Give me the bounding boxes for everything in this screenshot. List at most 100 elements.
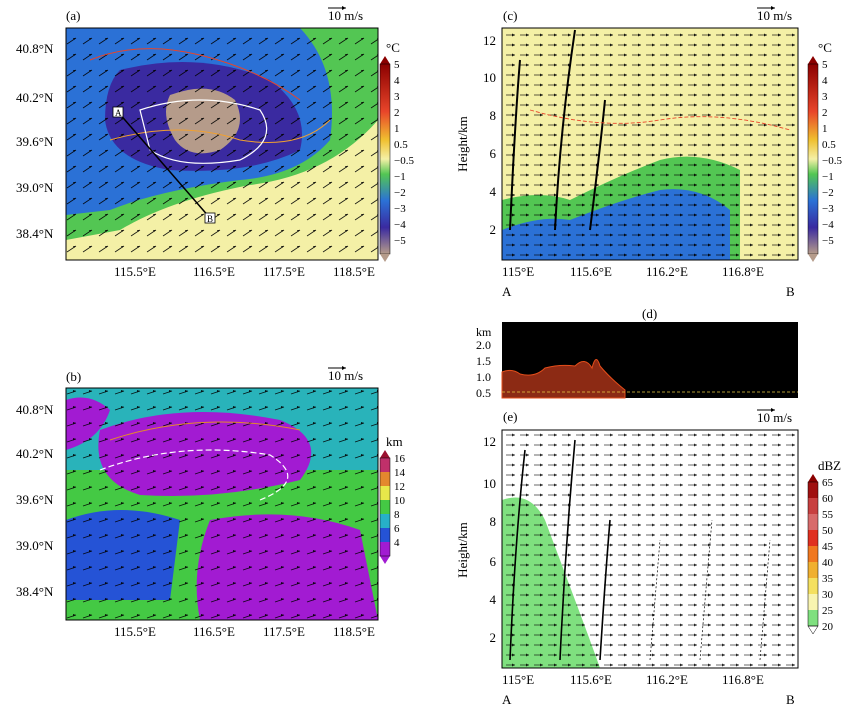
panel-c-y-tick: 10 [483,70,496,85]
panel-c-cbar-label: 4 [822,75,828,87]
panel-e-lon-tick: 115°E [502,672,534,687]
panel-c-end-b: B [786,284,795,299]
panel-a-cbar-labels: 5 4 3 2 1 0.5 −0.5 −1 −2 −3 −4 −5 [394,59,414,247]
panel-a-label: (a) [66,8,80,23]
panel-b-lat-tick: 40.8°N [16,402,54,417]
panel-e-colorbar: dBZ 65 60 55 50 45 40 35 30 25 [807,458,841,635]
panel-a-cbar-label: −5 [394,235,406,247]
panel-a-cbar-label: 4 [394,75,400,87]
panel-a-lat-tick: 40.2°N [16,90,54,105]
panel-b: (b) 10 m/s 40.8°N 40.2°N 39.6°N 39.0°N 3… [16,366,406,639]
panel-e-cbar-label: 55 [822,509,834,521]
panel-b-lat-tick: 39.0°N [16,538,54,553]
panel-b-wind-vectors [66,388,378,620]
panel-c-y-tick: 12 [483,33,496,48]
panel-c-y-tick: 8 [490,108,497,123]
panel-c-y-title: Height/km [455,116,470,172]
panel-b-white-contour [99,449,289,501]
panel-b-lat-ticks: 40.8°N 40.2°N 39.6°N 39.0°N 38.4°N [16,402,54,599]
panel-c-wind-ref-text: 10 m/s [757,8,792,23]
panel-e-y-ticks: 12 10 8 6 4 2 [483,434,497,645]
panel-e-y-tick: 6 [490,554,497,569]
panel-b-lon-tick: 117.5°E [263,624,305,639]
panel-a-orange-contour [109,119,331,143]
panel-a-lon-tick: 116.5°E [193,264,235,279]
panel-c-cbar-label: 2 [822,107,828,119]
panel-a-cbar-label: −2 [394,187,406,199]
panel-e-wind-reference: 10 m/s [757,408,792,425]
panel-a-point-b-box [204,212,216,224]
panel-c-lon-ticks: 115°E 115.6°E 116.2°E 116.8°E [502,264,764,279]
panel-b-wind-reference: 10 m/s [328,366,363,383]
panel-d-y-tick: 1.5 [476,354,491,368]
panel-a-cbar-label: −1 [394,171,406,183]
panel-b-cbar-label: 12 [394,481,405,493]
panel-c-y-tick: 6 [490,146,497,161]
panel-e-cbar-label: 50 [822,525,834,537]
panel-c-cbar-labels: 5 4 3 2 1 0.5 −0.5 −1 −2 −3 −4 −5 [822,59,842,247]
panel-a-cbar-label: −0.5 [394,155,414,167]
panel-c-label: (c) [503,8,517,23]
panel-b-cbar-label: 8 [394,509,400,521]
panel-e-cbar-label: 40 [822,557,834,569]
panel-b-orange-contour [109,421,301,441]
panel-c-cbar-unit: °C [818,40,832,55]
panel-c-y-ticks: 12 10 8 6 4 2 [483,33,497,237]
panel-a-cbar-label: 5 [394,59,400,71]
panel-e-cbar-label: 60 [822,493,834,505]
panel-d-y-ticks: 2.0 1.5 1.0 0.5 [476,338,491,400]
panel-b-cbar-label: 10 [394,495,406,507]
panel-a-colorbar: °C 5 4 3 2 1 0.5 −0.5 −1 −2 −3 −4 −5 [379,40,414,262]
panel-c-cbar-label: 5 [822,59,828,71]
panel-e-y-tick: 12 [483,434,496,449]
panel-b-label: (b) [66,369,81,384]
panel-c-wind-vectors [502,28,798,260]
panel-d-y-tick: 1.0 [476,370,491,384]
panel-a-lon-ticks: 115.5°E 116.5°E 117.5°E 118.5°E [114,264,375,279]
panel-e-cbar-unit: dBZ [818,458,841,473]
panel-c-y-tick: 4 [490,184,497,199]
panel-c-cbar-label: −0.5 [822,155,842,167]
panel-a-wind-reference: 10 m/s [328,6,363,23]
panel-c-cbar-label: 0.5 [822,139,836,151]
panel-c: (c) 10 m/s Height/km 12 10 8 6 4 2 115°E… [455,6,842,299]
panel-c-cbar-label: −1 [822,171,834,183]
panel-e-lon-ticks: 115°E 115.6°E 116.2°E 116.8°E [502,672,764,687]
panel-c-y-tick: 2 [490,222,497,237]
panel-b-lat-tick: 38.4°N [16,584,54,599]
panel-c-lon-tick: 116.2°E [646,264,688,279]
panel-a-cbar-label: 1 [394,123,400,135]
panel-b-cbar-unit: km [386,434,403,449]
panel-e-cbar-label: 20 [822,621,834,633]
panel-a-cbar-label: −4 [394,219,406,231]
panel-d-y-tick: 2.0 [476,338,491,352]
panel-b-cbar-label: 14 [394,467,406,479]
panel-a-lon-tick: 117.5°E [263,264,305,279]
panel-e-thick-contours [509,439,611,661]
panel-e-y-title: Height/km [455,522,470,578]
panel-e-dotted-contours [649,519,771,661]
panel-a-red-contour [89,48,301,101]
panel-a-lat-tick: 39.0°N [16,180,54,195]
panel-b-cbar-label: 4 [394,537,400,549]
panel-d-label: (d) [642,306,657,321]
panel-c-thick-contours [509,29,606,231]
panel-b-frame [65,387,379,621]
panel-c-red-dashed-contour [529,109,791,131]
panel-a-lat-tick: 40.8°N [16,41,54,56]
panel-a-wind-ref-text: 10 m/s [328,8,363,23]
panel-b-colorbar: km 16 14 12 10 8 6 4 [379,434,406,564]
panel-e-label: (e) [503,409,517,424]
panel-d-y-tick: 0.5 [476,386,491,400]
panel-e-cbar-label: 45 [822,541,834,553]
panel-e-y-tick: 2 [490,630,497,645]
panel-a-cbar-label: 2 [394,107,400,119]
panel-c-cbar-label: 3 [822,91,828,103]
panel-c-lon-tick: 115.6°E [570,264,612,279]
panel-a-cross-section-line [117,111,211,219]
panel-b-lat-tick: 39.6°N [16,492,54,507]
panel-b-lon-tick: 118.5°E [333,624,375,639]
panel-b-lon-tick: 116.5°E [193,624,235,639]
panel-e-y-tick: 10 [483,476,496,491]
panel-e-wind-ref-text: 10 m/s [757,410,792,425]
